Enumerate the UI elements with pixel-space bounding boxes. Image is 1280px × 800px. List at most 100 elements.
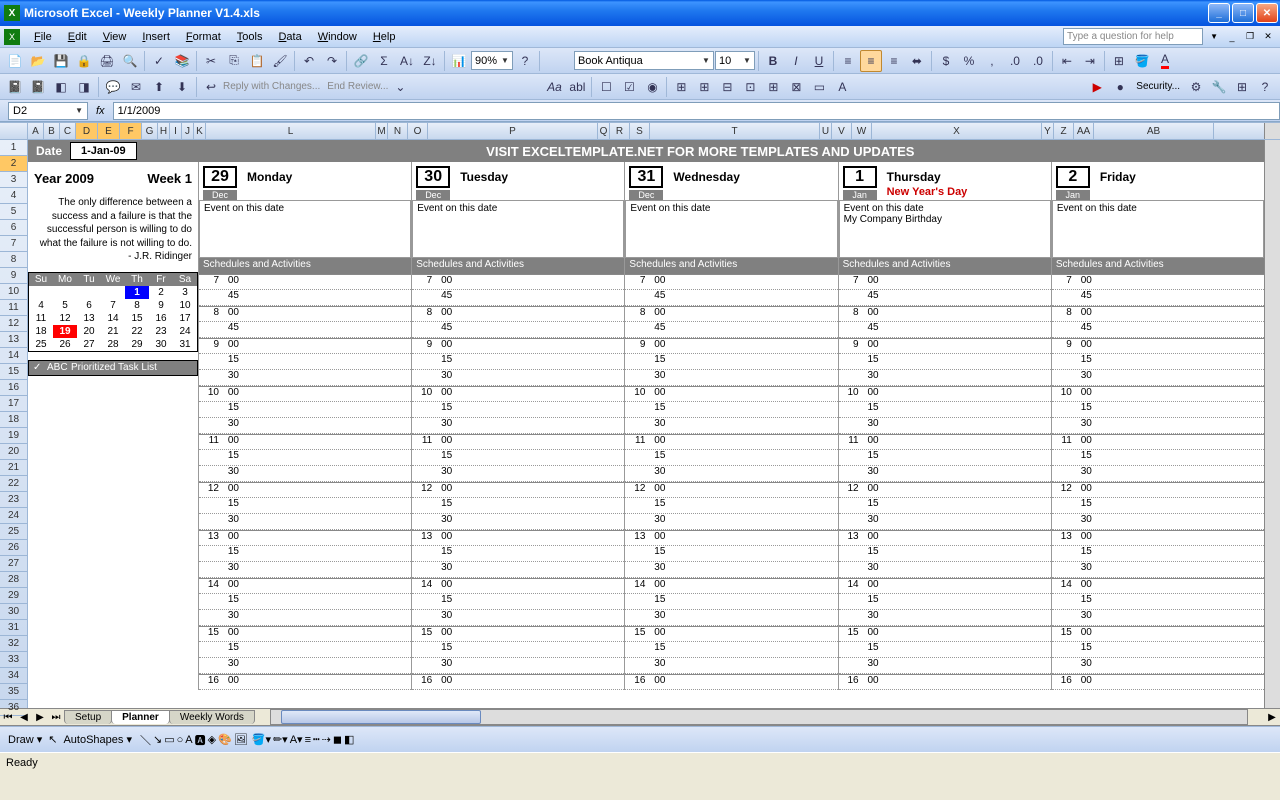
time-slot[interactable]: 1400	[1052, 578, 1264, 594]
time-slot[interactable]: 30	[199, 514, 411, 530]
time-slot[interactable]: 15	[199, 498, 411, 514]
time-slot[interactable]: 45	[199, 290, 411, 306]
time-slot[interactable]: 30	[625, 370, 837, 386]
format-painter-icon[interactable]: 🖌	[269, 50, 291, 72]
row-header[interactable]: 7	[0, 236, 27, 252]
save-icon[interactable]: 💾	[50, 50, 72, 72]
time-slot[interactable]: 30	[412, 562, 624, 578]
time-slot[interactable]: 30	[199, 418, 411, 434]
decrease-indent-icon[interactable]: ⇤	[1056, 50, 1078, 72]
col-header-Y[interactable]: Y	[1042, 123, 1054, 139]
row-header[interactable]: 20	[0, 444, 27, 460]
time-slot[interactable]: 1300	[1052, 530, 1264, 546]
col-header-AB[interactable]: AB	[1094, 123, 1214, 139]
fill-icon[interactable]: 🪣▾	[252, 733, 271, 746]
maximize-button[interactable]: □	[1232, 3, 1254, 23]
time-slot[interactable]: 1000	[1052, 386, 1264, 402]
time-slot[interactable]: 900	[199, 338, 411, 354]
row-header[interactable]: 34	[0, 668, 27, 684]
row-header[interactable]: 4	[0, 188, 27, 204]
time-slot[interactable]: 30	[839, 562, 1051, 578]
row-header[interactable]: 26	[0, 540, 27, 556]
time-slot[interactable]: 15	[839, 642, 1051, 658]
col-header-F[interactable]: F	[120, 123, 142, 139]
time-slot[interactable]: 15	[412, 642, 624, 658]
time-slot[interactable]: 1000	[625, 386, 837, 402]
time-slot[interactable]: 800	[1052, 306, 1264, 322]
time-slot[interactable]: 800	[412, 306, 624, 322]
diagram-icon[interactable]: ◈	[208, 733, 216, 746]
col-header-U[interactable]: U	[820, 123, 832, 139]
percent-icon[interactable]: %	[958, 50, 980, 72]
tb2-btn[interactable]: ⚙	[1185, 76, 1207, 98]
security-label[interactable]: Security...	[1132, 81, 1184, 92]
time-slot[interactable]: 15	[1052, 594, 1264, 610]
time-slot[interactable]: 15	[412, 594, 624, 610]
row-header[interactable]: 17	[0, 396, 27, 412]
arrow-style-icon[interactable]: ⇢	[322, 733, 331, 746]
col-header-R[interactable]: R	[610, 123, 630, 139]
time-slot[interactable]: 30	[199, 466, 411, 482]
time-slot[interactable]: 15	[625, 642, 837, 658]
row-header[interactable]: 10	[0, 284, 27, 300]
tb2-btn[interactable]: abl	[566, 76, 588, 98]
macro-icon[interactable]: ●	[1109, 76, 1131, 98]
time-slot[interactable]: 15	[625, 594, 837, 610]
tb2-btn[interactable]: ⊞	[670, 76, 692, 98]
time-slot[interactable]: 1400	[412, 578, 624, 594]
tb2-btn[interactable]: ⊞	[762, 76, 784, 98]
time-slot[interactable]: 1200	[625, 482, 837, 498]
select-objects-icon[interactable]: ↖	[48, 733, 57, 746]
col-header-C[interactable]: C	[60, 123, 76, 139]
row-header[interactable]: 5	[0, 204, 27, 220]
time-slot[interactable]: 15	[839, 546, 1051, 562]
time-slot[interactable]: 30	[412, 658, 624, 674]
row-header[interactable]: 19	[0, 428, 27, 444]
time-slot[interactable]: 1300	[839, 530, 1051, 546]
research-icon[interactable]: 📚	[171, 50, 193, 72]
time-slot[interactable]: 45	[625, 290, 837, 306]
line-style-icon[interactable]: ≡	[305, 734, 311, 746]
time-slot[interactable]: 30	[199, 370, 411, 386]
row-header[interactable]: 25	[0, 524, 27, 540]
time-slot[interactable]: 1300	[625, 530, 837, 546]
col-header-J[interactable]: J	[182, 123, 194, 139]
time-slot[interactable]: 30	[1052, 610, 1264, 626]
tb2-btn[interactable]: ✉	[125, 76, 147, 98]
paste-icon[interactable]: 📋	[246, 50, 268, 72]
col-header-AA[interactable]: AA	[1074, 123, 1094, 139]
col-header-P[interactable]: P	[428, 123, 598, 139]
time-slot[interactable]: 700	[839, 274, 1051, 290]
col-header-K[interactable]: K	[194, 123, 206, 139]
time-slot[interactable]: 30	[625, 466, 837, 482]
time-slot[interactable]: 45	[412, 322, 624, 338]
time-slot[interactable]: 45	[625, 322, 837, 338]
time-slot[interactable]: 15	[412, 402, 624, 418]
time-slot[interactable]: 1100	[412, 434, 624, 450]
menu-tools[interactable]: Tools	[229, 29, 271, 45]
time-slot[interactable]: 30	[412, 370, 624, 386]
time-slot[interactable]: 1200	[839, 482, 1051, 498]
time-slot[interactable]: 15	[1052, 354, 1264, 370]
chart-icon[interactable]: 📊	[448, 50, 470, 72]
time-slot[interactable]: 30	[625, 610, 837, 626]
time-slot[interactable]: 800	[625, 306, 837, 322]
time-slot[interactable]: 1300	[199, 530, 411, 546]
time-slot[interactable]: 30	[412, 466, 624, 482]
menu-edit[interactable]: Edit	[60, 29, 95, 45]
row-header[interactable]: 2	[0, 156, 27, 172]
row-header[interactable]: 24	[0, 508, 27, 524]
time-slot[interactable]: 45	[839, 290, 1051, 306]
mdi-close[interactable]: ✕	[1260, 30, 1276, 44]
underline-icon[interactable]: U	[808, 50, 830, 72]
time-slot[interactable]: 1400	[839, 578, 1051, 594]
bold-icon[interactable]: B	[762, 50, 784, 72]
col-header-M[interactable]: M	[376, 123, 388, 139]
time-slot[interactable]: 15	[199, 594, 411, 610]
time-slot[interactable]: 15	[199, 354, 411, 370]
font-size-combo[interactable]: 10▼	[715, 51, 755, 70]
time-slot[interactable]: 15	[625, 498, 837, 514]
tb2-btn[interactable]: 📓	[27, 76, 49, 98]
time-slot[interactable]: 15	[1052, 498, 1264, 514]
time-slot[interactable]: 800	[199, 306, 411, 322]
